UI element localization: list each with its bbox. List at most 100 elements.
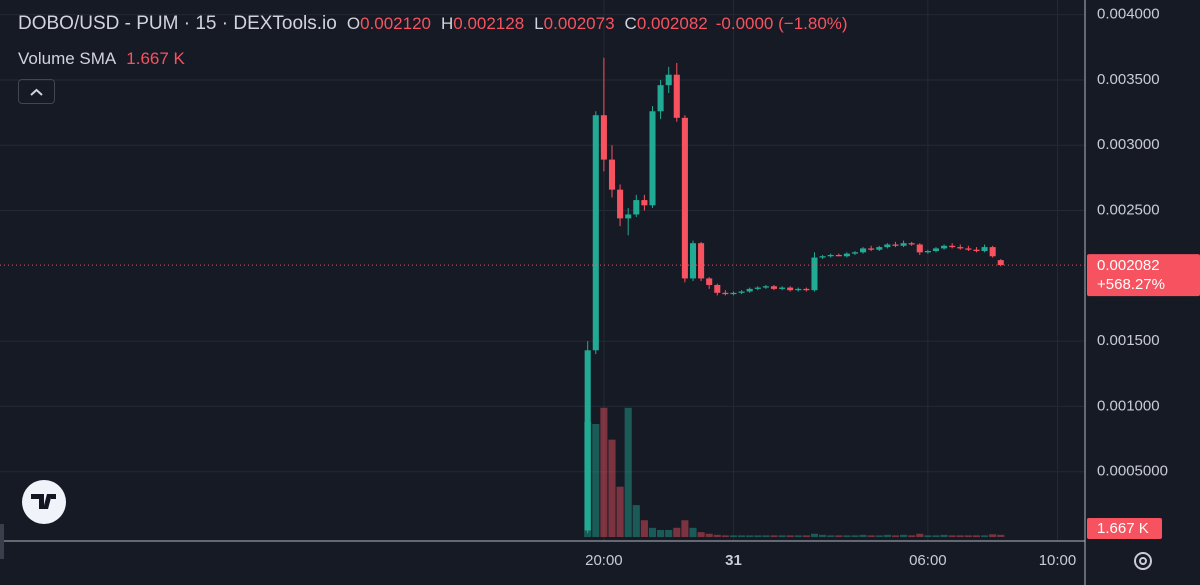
volume-bar	[875, 535, 883, 537]
y-tick-label: 0.002500	[1097, 202, 1160, 219]
candle-body	[892, 244, 899, 246]
last-price-label: 0.002082	[1097, 257, 1160, 274]
volume-bar	[794, 535, 802, 537]
volume-bar	[600, 407, 608, 537]
volume-bar	[697, 532, 705, 537]
volume-bar	[608, 439, 616, 537]
candle-body	[673, 74, 680, 118]
candle-body	[981, 247, 988, 252]
candle-body	[657, 85, 664, 112]
candle-body	[941, 245, 948, 249]
volume-bar	[673, 527, 681, 537]
candle-body	[641, 200, 648, 206]
candle-body	[665, 74, 672, 86]
header: DOBO/USD - PUM · 15 · DEXTools.io O0.0021…	[18, 13, 848, 35]
candle-body	[762, 286, 769, 288]
volume-bar	[746, 535, 754, 537]
y-tick-label: 0.003500	[1097, 71, 1160, 88]
volume-bar	[956, 535, 964, 537]
candles	[584, 57, 1004, 534]
volume-sma-box	[1087, 517, 1162, 539]
collapse-button[interactable]	[18, 79, 55, 104]
candle-body	[592, 115, 599, 351]
volume-bar	[883, 534, 891, 537]
volume-bar	[657, 529, 665, 537]
last-change-label: +568.27%	[1097, 276, 1165, 293]
volume-bar	[689, 527, 697, 537]
tradingview-logo	[22, 480, 66, 524]
candle-body	[876, 247, 883, 250]
ohlc-key: L	[534, 14, 544, 33]
volume-bar	[592, 423, 600, 537]
candle-body	[908, 243, 915, 245]
candle-body	[600, 115, 607, 160]
volume-bar	[867, 535, 875, 537]
candle-body	[787, 287, 794, 291]
last-price-box	[1087, 254, 1200, 297]
settings-button[interactable]	[1134, 552, 1152, 570]
y-tick-label: 0.001000	[1097, 397, 1160, 414]
axes: 0.0005000 0.001000 0.001500 0.002500 0.00300…	[0, 0, 1168, 585]
volume-bar	[729, 535, 738, 537]
candle-body	[827, 254, 834, 257]
volume-bar	[924, 535, 932, 537]
volume-bar	[616, 486, 624, 537]
grid	[0, 0, 1085, 541]
ohlc-key: H	[440, 14, 454, 33]
candle-body	[932, 248, 940, 252]
candle-body	[608, 159, 616, 190]
volume-bar	[762, 535, 770, 537]
volume-bar	[997, 534, 1005, 537]
volume-bar	[940, 534, 948, 537]
x-tick-label: 31	[725, 552, 742, 569]
candle-body	[924, 251, 931, 253]
volume-bar	[916, 533, 924, 537]
x-tick-label: 10:00	[1039, 552, 1077, 569]
change: -0.0000 (−1.80%)	[715, 14, 848, 33]
volume-bar	[843, 535, 851, 537]
volume-bar	[989, 534, 997, 537]
candle-body	[584, 350, 591, 531]
volume-bar	[665, 529, 673, 537]
candle-body	[746, 288, 753, 292]
candle-body	[868, 248, 875, 250]
candle-body	[851, 252, 859, 254]
y-tick-label: 0.004000	[1097, 6, 1160, 23]
candle-body	[722, 292, 729, 295]
ohlc-value: 0.002120	[360, 14, 431, 33]
volume-bar	[770, 535, 778, 537]
volume-bar	[754, 535, 762, 537]
volume-sma-axis-label: 1.667 K	[1097, 520, 1149, 537]
ohlc-value: 0.002082	[636, 14, 708, 33]
candle-body	[698, 243, 705, 279]
candle-body	[730, 292, 737, 295]
volume-bar	[778, 535, 786, 537]
candle-body	[819, 256, 826, 258]
volume-bar	[981, 535, 989, 537]
candle-body	[949, 245, 956, 248]
ohlc-value: 0.002128	[453, 14, 525, 33]
candle-body	[860, 248, 867, 253]
volume-label: Volume SMA	[18, 49, 117, 68]
candle-body	[625, 214, 632, 219]
volume-bar	[819, 534, 827, 537]
candle-body	[997, 260, 1004, 266]
side-handle	[0, 524, 4, 559]
volume-legend: Volume SMA 1.667 K	[18, 49, 185, 69]
candle-body	[803, 288, 810, 291]
volume-bar	[908, 535, 916, 537]
x-tick-label: 06:00	[909, 552, 947, 569]
candle-body	[835, 254, 842, 257]
ohlc-key: O	[346, 14, 361, 33]
volume-bar	[738, 535, 746, 537]
volume-bar	[640, 520, 648, 537]
candle-body	[738, 291, 745, 293]
candle-body	[973, 249, 980, 252]
volume-bar	[900, 534, 908, 537]
volume-pane	[584, 407, 1005, 537]
candle-body	[649, 111, 656, 206]
volume-bar	[705, 533, 713, 537]
candle-body	[957, 247, 964, 249]
candle-body	[795, 288, 802, 291]
